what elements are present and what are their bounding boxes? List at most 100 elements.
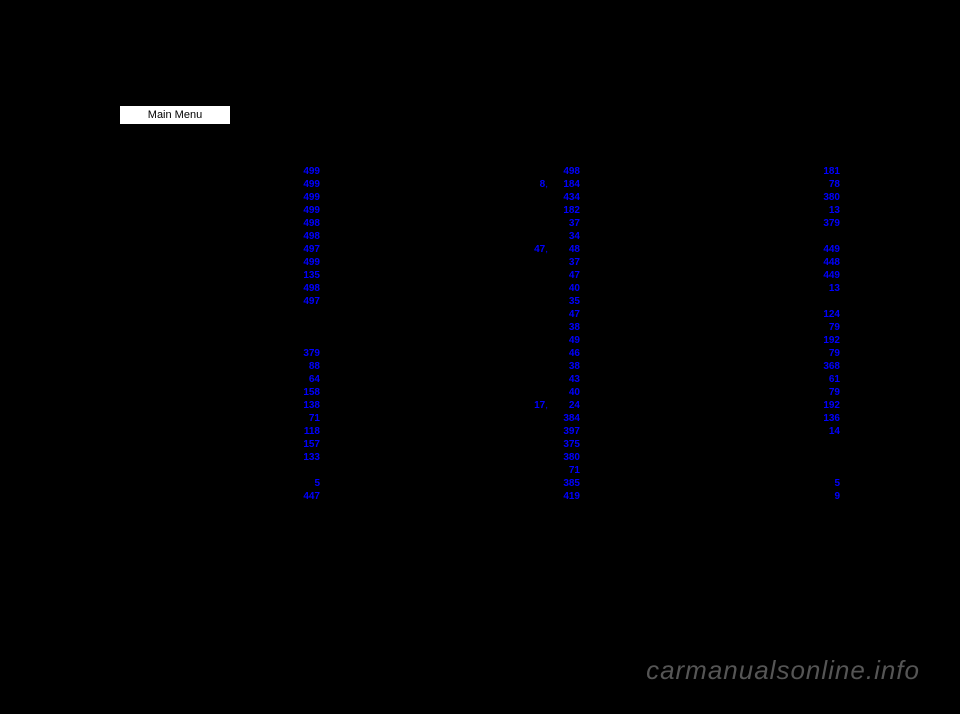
page-link[interactable]: 380 — [812, 191, 840, 204]
index-entry: 79 — [620, 347, 840, 360]
index-entry — [100, 321, 320, 334]
index-entry — [620, 230, 840, 243]
page-link[interactable]: 13 — [812, 282, 840, 295]
page-link[interactable]: 384 — [552, 412, 580, 425]
page-link[interactable]: 385 — [552, 477, 580, 490]
page-link[interactable]: 379 — [292, 347, 320, 360]
page-link[interactable]: 71 — [292, 412, 320, 425]
index-entry: 192 — [620, 334, 840, 347]
page-link[interactable]: 79 — [812, 321, 840, 334]
page-link[interactable]: 38 — [552, 321, 580, 334]
page-link[interactable]: 449 — [812, 243, 840, 256]
index-entry: 182 — [360, 204, 580, 217]
page-link[interactable]: 498 — [292, 230, 320, 243]
page-link[interactable]: 499 — [292, 191, 320, 204]
page-link[interactable]: 368 — [812, 360, 840, 373]
page-link[interactable]: 497 — [292, 243, 320, 256]
page-link[interactable]: 40 — [552, 386, 580, 399]
index-entry: 71 — [100, 412, 320, 425]
index-entry: 498 — [100, 282, 320, 295]
index-entry — [100, 334, 320, 347]
page-link[interactable]: 9 — [812, 490, 840, 503]
page-link[interactable]: 192 — [812, 334, 840, 347]
page-link[interactable]: 498 — [552, 165, 580, 178]
index-entry: 133 — [100, 451, 320, 464]
index-entry: 499 — [100, 204, 320, 217]
main-menu-button[interactable]: Main Menu — [120, 106, 230, 124]
index-entry: 385 — [360, 477, 580, 490]
page-link[interactable]: 79 — [812, 347, 840, 360]
page-link[interactable]: 78 — [812, 178, 840, 191]
page-link[interactable]: 499 — [292, 178, 320, 191]
page-link[interactable]: 47 — [552, 269, 580, 282]
page-link[interactable]: 447 — [292, 490, 320, 503]
page-link[interactable]: 24 — [552, 399, 580, 412]
page-link[interactable]: 88 — [292, 360, 320, 373]
page-link[interactable]: 157 — [292, 438, 320, 451]
page-link[interactable]: 71 — [552, 464, 580, 477]
index-entry: 447 — [100, 490, 320, 503]
page-link[interactable]: 497 — [292, 295, 320, 308]
index-entry: 40 — [360, 386, 580, 399]
page-link[interactable]: 49 — [552, 334, 580, 347]
page-link[interactable]: 17 — [517, 399, 545, 412]
index-entry: 499 — [100, 178, 320, 191]
page-link[interactable]: 14 — [812, 425, 840, 438]
page-link[interactable]: 37 — [552, 256, 580, 269]
page-link[interactable]: 37 — [552, 217, 580, 230]
index-entry — [100, 308, 320, 321]
index-entry: 419 — [360, 490, 580, 503]
page-link[interactable]: 499 — [292, 204, 320, 217]
page-link[interactable]: 449 — [812, 269, 840, 282]
index-entry — [620, 295, 840, 308]
page-link[interactable]: 118 — [292, 425, 320, 438]
page-link[interactable]: 158 — [292, 386, 320, 399]
page-link[interactable]: 499 — [292, 256, 320, 269]
page-link[interactable]: 434 — [552, 191, 580, 204]
page-link[interactable]: 61 — [812, 373, 840, 386]
page-link[interactable]: 124 — [812, 308, 840, 321]
page-link[interactable]: 13 — [812, 204, 840, 217]
page-link[interactable]: 40 — [552, 282, 580, 295]
page-link[interactable]: 181 — [812, 165, 840, 178]
index-entry: 71 — [360, 464, 580, 477]
page-link[interactable]: 43 — [552, 373, 580, 386]
page-link[interactable]: 448 — [812, 256, 840, 269]
page-link[interactable]: 64 — [292, 373, 320, 386]
index-column-3: 1817838013379 44944844913 12479192793686… — [620, 165, 840, 503]
page-link[interactable]: 38 — [552, 360, 580, 373]
page-link[interactable]: 47 — [552, 308, 580, 321]
page-link[interactable]: 46 — [552, 347, 580, 360]
page-link[interactable]: 375 — [552, 438, 580, 451]
page-link[interactable]: 5 — [812, 477, 840, 490]
page-link[interactable]: 182 — [552, 204, 580, 217]
page-link[interactable]: 136 — [812, 412, 840, 425]
index-entry: 9 — [620, 490, 840, 503]
page-link[interactable]: 499 — [292, 165, 320, 178]
page-link[interactable]: 8 — [517, 178, 545, 191]
index-entry: 449 — [620, 243, 840, 256]
page-link[interactable]: 184 — [552, 178, 580, 191]
page-link[interactable]: 380 — [552, 451, 580, 464]
index-entry: 499 — [100, 191, 320, 204]
page-link[interactable]: 35 — [552, 295, 580, 308]
page-link[interactable]: 34 — [552, 230, 580, 243]
index-entry: 13 — [620, 204, 840, 217]
page-link[interactable]: 79 — [812, 386, 840, 399]
page-link[interactable]: 135 — [292, 269, 320, 282]
page-link[interactable]: 192 — [812, 399, 840, 412]
page-link[interactable]: 419 — [552, 490, 580, 503]
page-link[interactable]: 138 — [292, 399, 320, 412]
page-link[interactable]: 5 — [292, 477, 320, 490]
page-link[interactable]: 498 — [292, 282, 320, 295]
index-entry: 79 — [620, 321, 840, 334]
page-link[interactable]: 47 — [517, 243, 545, 256]
index-entry — [620, 464, 840, 477]
index-entry: 118 — [100, 425, 320, 438]
page-link[interactable]: 498 — [292, 217, 320, 230]
page-link[interactable]: 397 — [552, 425, 580, 438]
page-link[interactable]: 133 — [292, 451, 320, 464]
page-link[interactable]: 48 — [552, 243, 580, 256]
page-link[interactable]: 379 — [812, 217, 840, 230]
index-entry: 61 — [620, 373, 840, 386]
